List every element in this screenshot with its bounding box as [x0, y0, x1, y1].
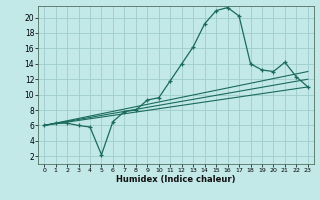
X-axis label: Humidex (Indice chaleur): Humidex (Indice chaleur) — [116, 175, 236, 184]
